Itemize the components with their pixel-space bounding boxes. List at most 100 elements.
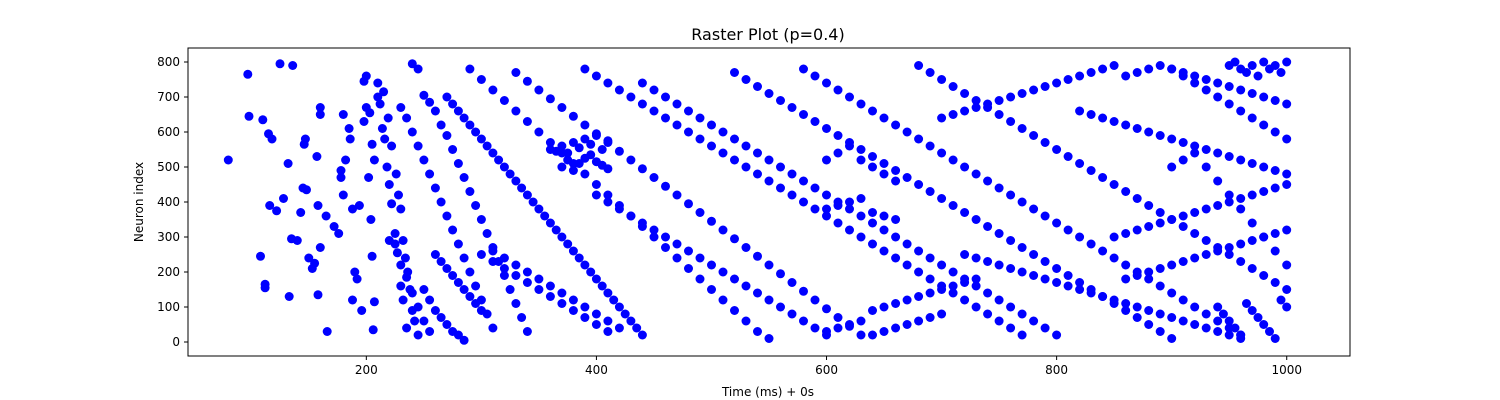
- spike-point: [799, 316, 808, 326]
- spike-point: [799, 64, 808, 74]
- spike-point: [833, 323, 843, 333]
- spike-point: [329, 222, 339, 231]
- spike-point: [902, 295, 912, 305]
- spike-point: [822, 211, 831, 221]
- spike-point: [471, 201, 481, 210]
- spike-point: [637, 218, 647, 228]
- spike-point: [994, 229, 1004, 238]
- spike-point: [937, 75, 947, 84]
- spike-point: [730, 234, 739, 244]
- spike-point: [603, 327, 613, 336]
- spike-point: [914, 134, 924, 144]
- spike-point: [1201, 236, 1211, 245]
- spike-point: [1167, 215, 1177, 224]
- spike-point: [574, 253, 584, 263]
- spike-point: [304, 253, 314, 263]
- spike-point: [822, 124, 831, 133]
- spike-point: [1052, 78, 1062, 88]
- spike-point: [402, 323, 412, 333]
- spike-point: [522, 327, 532, 336]
- spike-point: [557, 299, 567, 308]
- y-axis-ticks: 0 100 200 300 400 500 600 700 800: [157, 55, 188, 349]
- spike-point: [1086, 288, 1096, 298]
- spike-point: [1052, 218, 1062, 228]
- spike-point: [1109, 232, 1119, 242]
- spike-point: [684, 246, 693, 256]
- spike-point: [1167, 288, 1177, 298]
- spike-point: [1270, 246, 1280, 256]
- spike-point: [1155, 281, 1165, 291]
- spike-point: [442, 211, 452, 221]
- spike-point: [718, 267, 728, 277]
- spike-point: [776, 183, 785, 193]
- spike-point: [1040, 323, 1050, 333]
- spike-point: [1098, 292, 1108, 301]
- spike-point: [661, 243, 670, 252]
- spike-point: [879, 211, 889, 221]
- spike-point: [1144, 306, 1154, 315]
- spike-point: [787, 169, 797, 179]
- spike-point: [925, 313, 935, 322]
- spike-point: [937, 309, 947, 319]
- spike-point: [1006, 264, 1016, 273]
- spike-point: [971, 169, 981, 179]
- spike-point: [396, 281, 406, 291]
- spike-point: [1040, 82, 1050, 91]
- spike-point: [1247, 190, 1257, 200]
- spike-point: [1213, 148, 1223, 158]
- spike-point: [902, 260, 912, 270]
- spike-point: [551, 146, 561, 156]
- spike-point: [1178, 222, 1188, 231]
- x-tick-label: 600: [815, 363, 838, 377]
- spike-point: [1224, 99, 1234, 109]
- spike-point: [1167, 334, 1177, 343]
- spike-point: [626, 316, 636, 326]
- spike-point: [1178, 138, 1188, 147]
- chart-title: Raster Plot (p=0.4): [691, 25, 844, 44]
- spike-point: [614, 323, 624, 333]
- spike-point: [448, 271, 458, 280]
- spike-point: [1132, 302, 1142, 312]
- spike-point: [822, 327, 831, 336]
- spike-point: [603, 164, 613, 174]
- spike-point: [1155, 327, 1165, 336]
- spike-point: [574, 143, 584, 153]
- spike-point: [1270, 127, 1280, 137]
- spike-point: [833, 131, 843, 140]
- spike-point: [1270, 229, 1280, 238]
- spike-point: [856, 211, 866, 221]
- spike-point: [511, 260, 521, 270]
- spike-point: [407, 127, 417, 137]
- spike-point: [344, 124, 354, 133]
- spike-point: [1132, 271, 1142, 280]
- spike-point: [1006, 236, 1016, 245]
- spike-point: [707, 285, 716, 294]
- spike-point: [1109, 180, 1119, 189]
- spike-point: [338, 190, 348, 200]
- spike-point: [1247, 264, 1257, 273]
- spike-point: [364, 173, 374, 182]
- spike-point: [707, 141, 716, 151]
- spike-point: [591, 320, 601, 329]
- spike-point: [914, 246, 924, 256]
- spike-point: [448, 225, 458, 235]
- spike-point: [1167, 162, 1177, 172]
- spike-point: [833, 218, 843, 228]
- spike-point: [741, 141, 751, 151]
- spike-point: [868, 106, 877, 116]
- spike-point: [453, 159, 463, 168]
- spike-point: [430, 106, 440, 116]
- spike-point: [1063, 152, 1073, 161]
- spike-point: [1052, 145, 1062, 154]
- spike-point: [597, 145, 607, 154]
- spike-point: [568, 138, 578, 147]
- spike-point: [336, 173, 346, 182]
- spike-point: [1190, 71, 1200, 81]
- spike-point: [1109, 61, 1119, 70]
- spike-point: [822, 304, 831, 314]
- spike-point: [707, 260, 716, 270]
- spike-point: [499, 271, 509, 280]
- spike-point: [568, 306, 578, 315]
- spike-point: [1178, 257, 1188, 266]
- spike-point: [580, 260, 590, 270]
